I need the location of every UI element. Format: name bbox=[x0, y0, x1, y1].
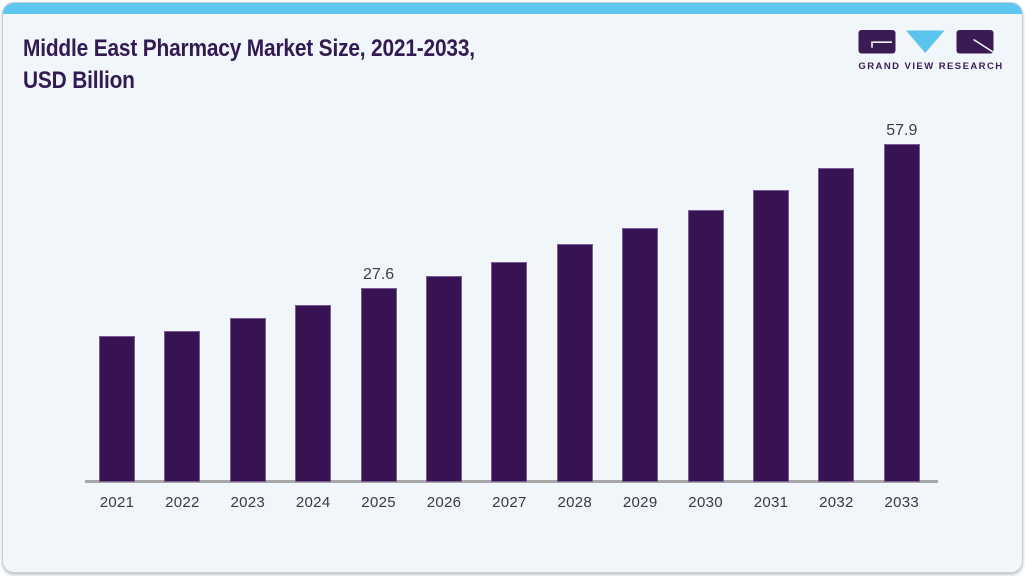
bar-2032 bbox=[818, 168, 855, 482]
x-tick-label-2031: 2031 bbox=[753, 494, 789, 511]
bar-2033 bbox=[883, 144, 920, 482]
chart-title-line1: Middle East Pharmacy Market Size, 2021-2… bbox=[23, 35, 475, 62]
logo-g-stroke bbox=[871, 41, 892, 48]
bar-2029 bbox=[622, 228, 659, 482]
data-label-2033: 57.9 bbox=[886, 122, 918, 139]
brand-name: GRAND VIEW RESEARCH bbox=[858, 61, 1004, 72]
bar-2021 bbox=[99, 336, 135, 482]
bar-2024 bbox=[295, 305, 332, 482]
x-tick-label-2028: 2028 bbox=[557, 494, 593, 511]
x-tick-label-2021: 2021 bbox=[99, 494, 135, 511]
x-tick-label-2024: 2024 bbox=[295, 494, 331, 511]
x-tick-label-2033: 2033 bbox=[884, 494, 920, 511]
bar-2023 bbox=[229, 318, 266, 482]
chart-title-line2: USD Billion bbox=[23, 67, 135, 94]
bar-2026 bbox=[426, 276, 462, 482]
bar-2031 bbox=[753, 190, 789, 482]
x-tick-label-2023: 2023 bbox=[230, 494, 266, 511]
x-tick-label-2032: 2032 bbox=[819, 494, 854, 511]
data-label-2025: 27.6 bbox=[363, 266, 395, 283]
logo-v-triangle bbox=[906, 30, 945, 53]
logo-r-stroke bbox=[973, 38, 994, 53]
x-tick-label-2027: 2027 bbox=[492, 494, 527, 511]
x-tick-label-2022: 2022 bbox=[165, 494, 200, 511]
x-tick-label-2029: 2029 bbox=[622, 494, 658, 511]
bar-2022 bbox=[164, 331, 201, 482]
grand-view-research-logo: GRAND VIEW RESEARCH bbox=[856, 29, 1006, 77]
gvr-logo-icon bbox=[858, 30, 994, 54]
bar-2027 bbox=[491, 262, 528, 482]
bar-2028 bbox=[556, 244, 593, 482]
chart-title: Middle East Pharmacy Market Size, 2021-2… bbox=[23, 33, 667, 97]
bar-2025 bbox=[360, 288, 397, 482]
top-accent-stripe bbox=[3, 3, 1022, 14]
x-tick-label-2025: 2025 bbox=[361, 494, 396, 511]
x-tick-label-2026: 2026 bbox=[426, 494, 462, 511]
logo-r-block bbox=[956, 30, 994, 54]
x-tick-label-2030: 2030 bbox=[688, 494, 723, 511]
bar-2030 bbox=[687, 210, 724, 482]
